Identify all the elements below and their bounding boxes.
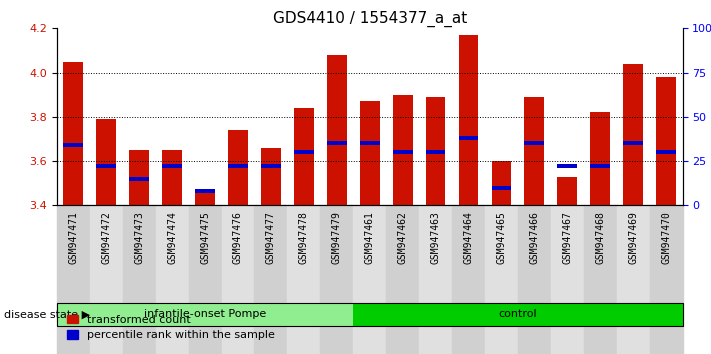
Bar (650, 205, 683, 354)
Bar (196, 189, 215, 193)
Bar (327, 55, 347, 205)
Bar (327, 141, 347, 145)
Bar (321, 205, 353, 354)
Text: control: control (498, 309, 538, 319)
Bar (90, 205, 123, 354)
Bar (63, 62, 83, 205)
Bar (624, 141, 643, 145)
Bar (97, 164, 116, 169)
Bar (162, 150, 182, 205)
Bar (57, 205, 90, 354)
Bar (590, 113, 610, 205)
Bar (261, 148, 281, 205)
Bar (392, 95, 412, 205)
Bar (156, 205, 188, 354)
Bar (459, 35, 479, 205)
Bar (426, 150, 446, 154)
Bar (386, 205, 419, 354)
Title: GDS4410 / 1554377_a_at: GDS4410 / 1554377_a_at (272, 11, 467, 27)
Bar (63, 143, 83, 147)
Bar (616, 205, 650, 354)
Bar (129, 150, 149, 205)
Bar (459, 136, 479, 140)
Bar (228, 164, 248, 169)
Bar (525, 141, 544, 145)
Bar (624, 64, 643, 205)
Bar (491, 161, 511, 205)
Text: infantile-onset Pompe: infantile-onset Pompe (144, 309, 266, 319)
Bar (557, 164, 577, 169)
Bar (360, 141, 380, 145)
Bar (656, 77, 676, 205)
Bar (294, 108, 314, 205)
Text: disease state ▶: disease state ▶ (4, 309, 90, 319)
Bar (188, 205, 222, 354)
Bar (228, 130, 248, 205)
Bar (518, 205, 551, 354)
Legend: transformed count, percentile rank within the sample: transformed count, percentile rank withi… (63, 310, 279, 345)
Bar (525, 97, 544, 205)
Bar (392, 150, 412, 154)
Bar (287, 205, 321, 354)
Bar (419, 205, 452, 354)
Bar (551, 205, 584, 354)
Bar (353, 205, 386, 354)
Bar (590, 164, 610, 169)
Bar (485, 205, 518, 354)
Bar (255, 205, 287, 354)
Bar (162, 164, 182, 169)
Bar (584, 205, 616, 354)
Bar (196, 190, 215, 205)
Bar (294, 150, 314, 154)
Bar (97, 119, 116, 205)
Bar (656, 150, 676, 154)
Bar (452, 205, 485, 354)
Bar (557, 177, 577, 205)
Bar (360, 101, 380, 205)
Bar (222, 205, 255, 354)
Bar (123, 205, 156, 354)
Bar (261, 164, 281, 169)
Bar (129, 177, 149, 181)
Bar (491, 185, 511, 190)
Bar (426, 97, 446, 205)
